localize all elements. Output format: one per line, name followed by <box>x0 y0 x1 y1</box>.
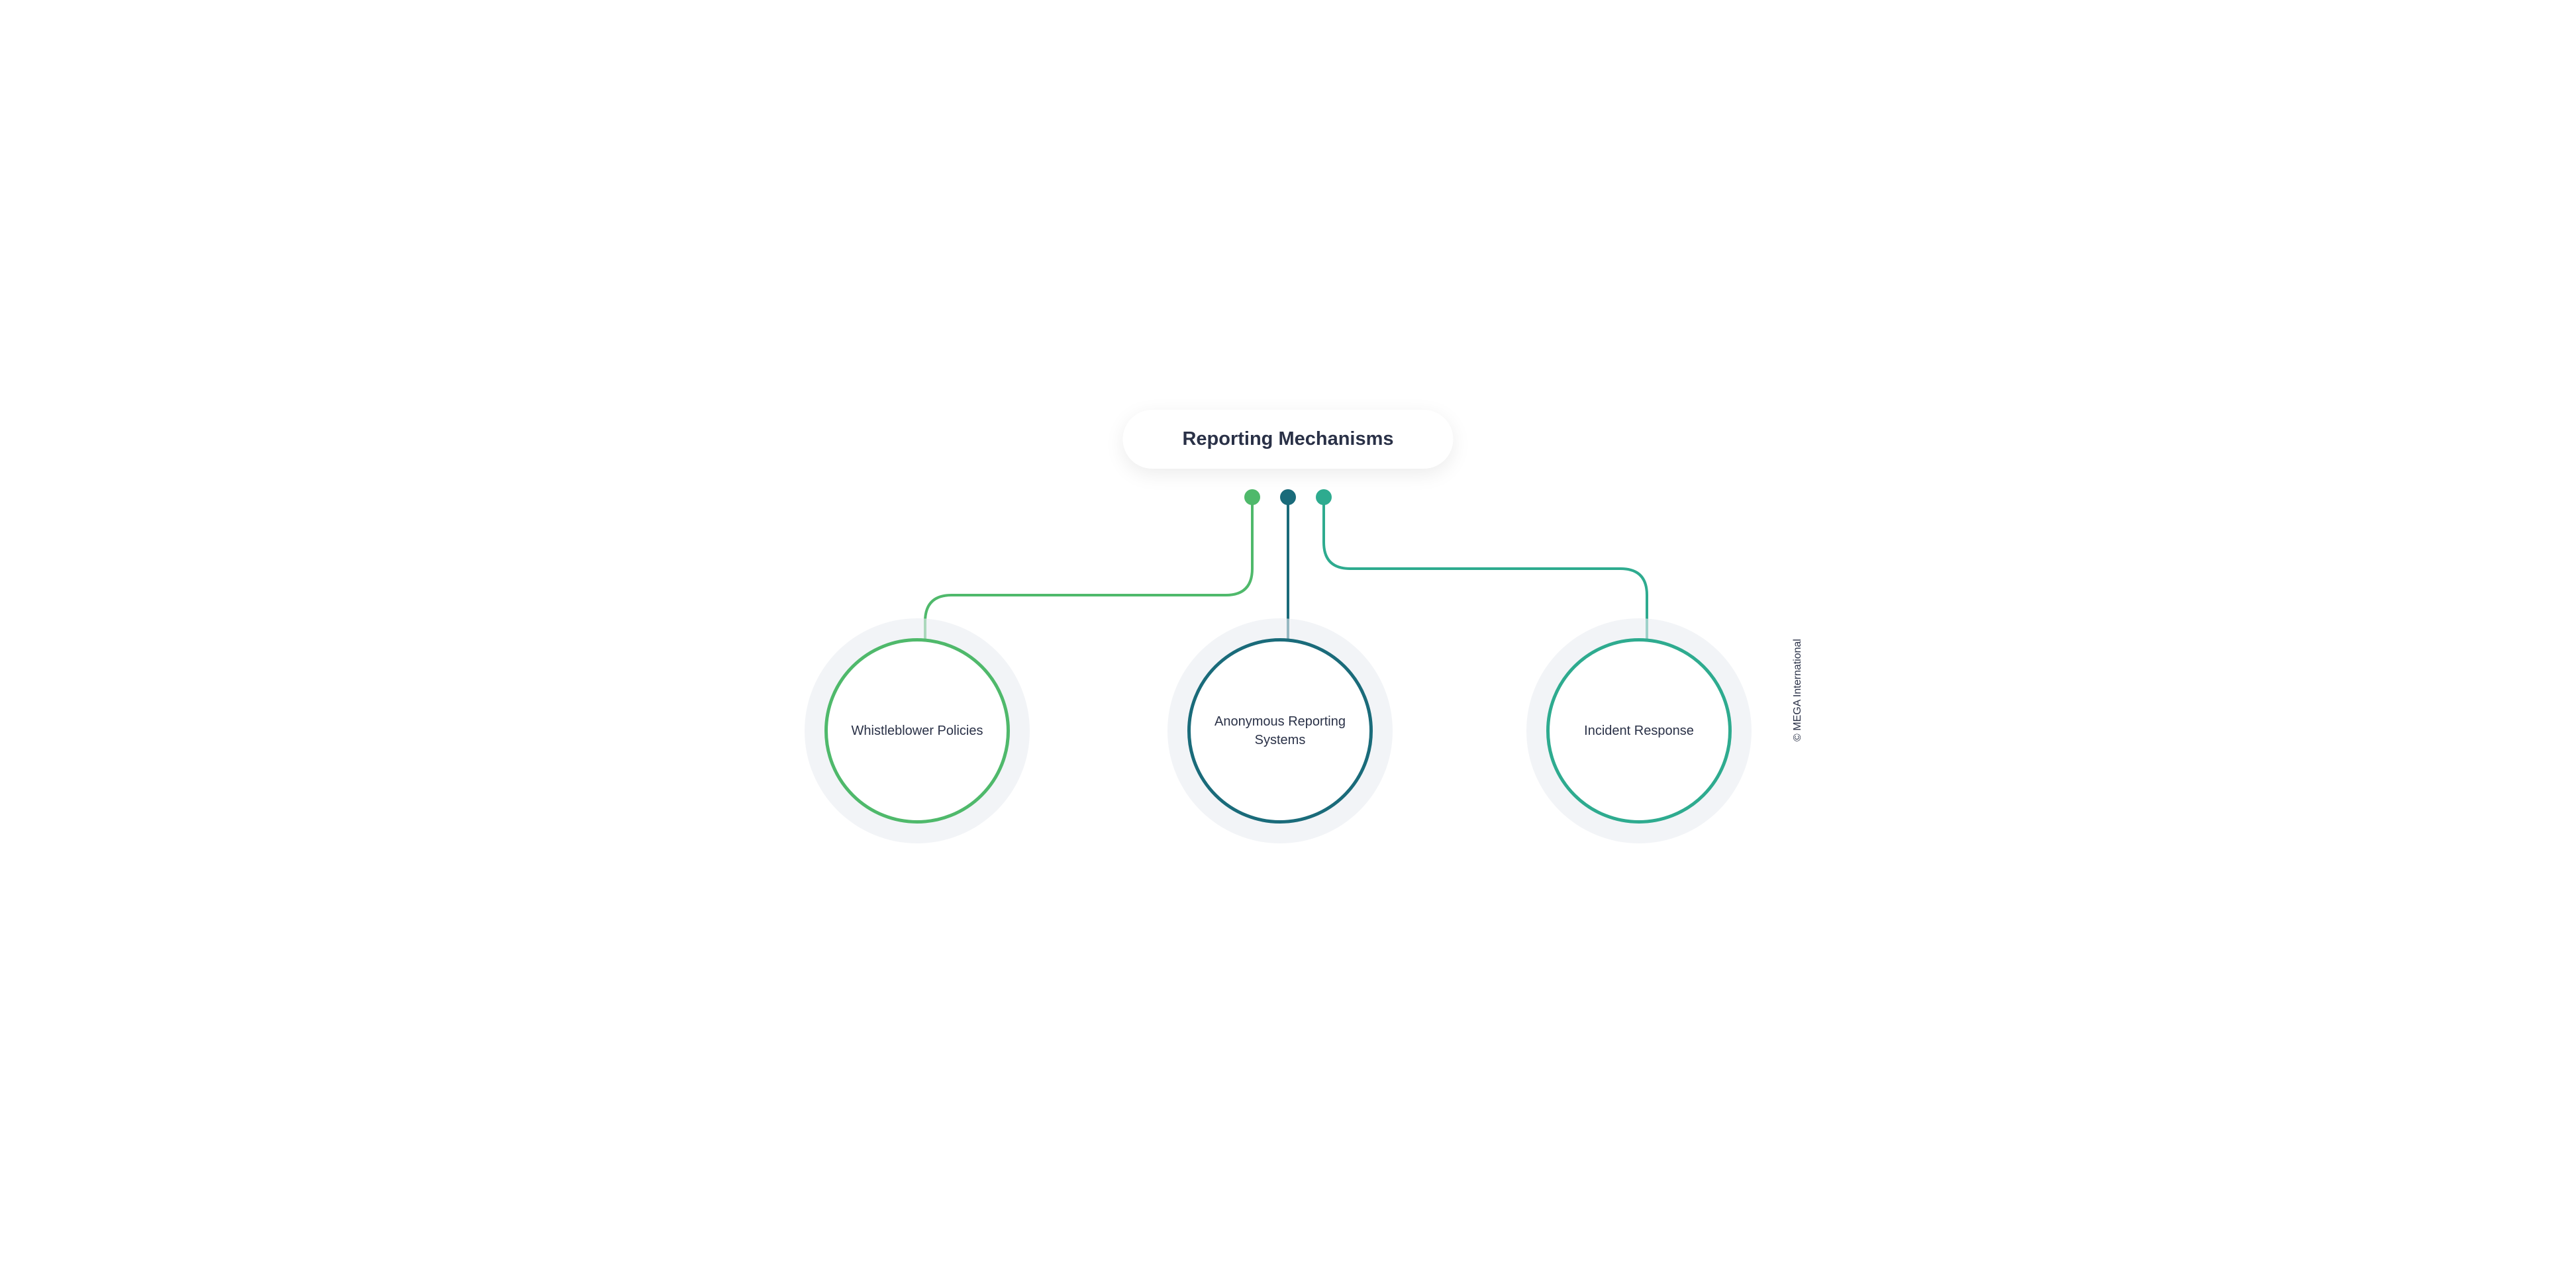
dot-center <box>1280 489 1296 505</box>
dot-left <box>1244 489 1260 505</box>
node-circle: Whistleblower Policies <box>824 638 1010 824</box>
diagram-container: Reporting Mechanisms Whistleblower Polic… <box>771 383 1805 894</box>
title-pill: Reporting Mechanisms <box>1122 410 1453 469</box>
node-incident: Incident Response <box>1526 618 1752 843</box>
dot-right <box>1316 489 1332 505</box>
diagram-title: Reporting Mechanisms <box>1182 428 1393 450</box>
node-label: Anonymous Reporting Systems <box>1211 712 1350 749</box>
connector-dots <box>1244 489 1332 505</box>
node-label: Whistleblower Policies <box>852 722 983 740</box>
node-circle: Anonymous Reporting Systems <box>1187 638 1373 824</box>
node-whistleblower: Whistleblower Policies <box>805 618 1030 843</box>
node-anonymous: Anonymous Reporting Systems <box>1167 618 1393 843</box>
node-circle: Incident Response <box>1546 638 1732 824</box>
node-label: Incident Response <box>1584 722 1694 740</box>
